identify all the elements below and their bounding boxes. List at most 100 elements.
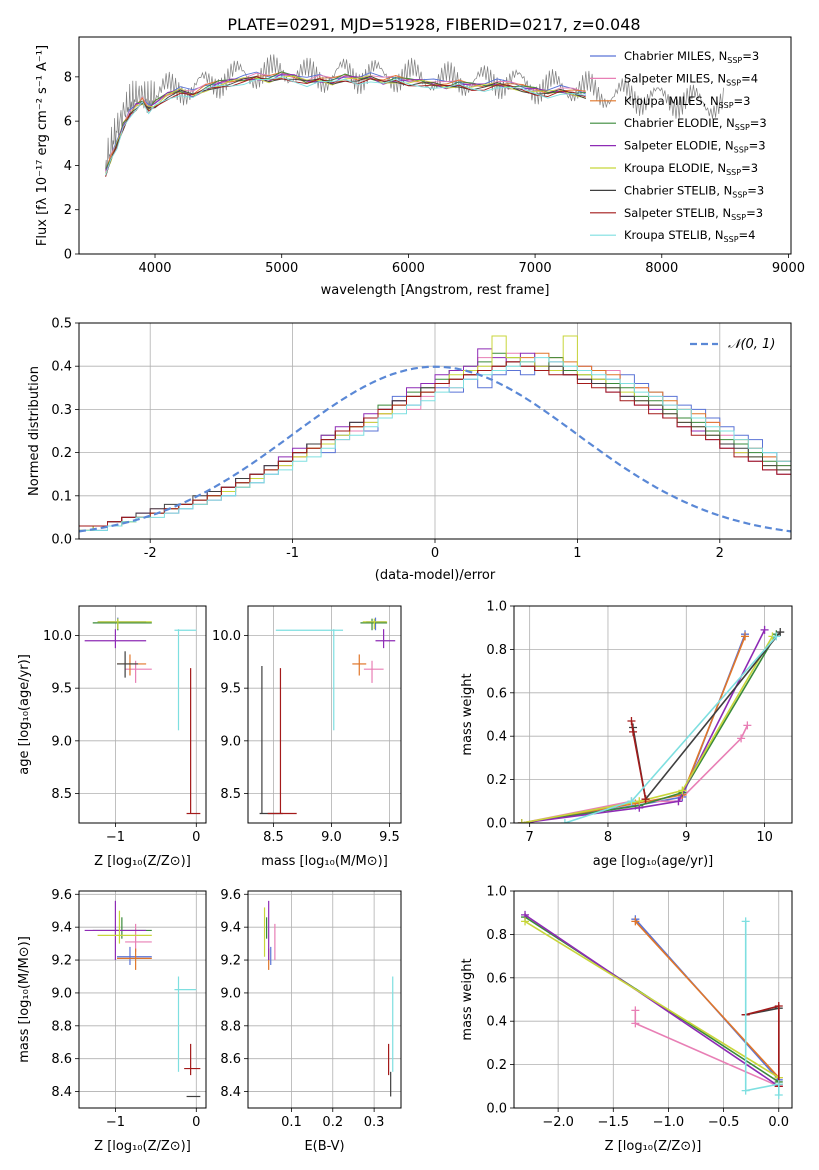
y-tick-label: 6: [64, 115, 72, 130]
y-tick-label: 8.6: [220, 1052, 241, 1067]
legend-subscript: SSP: [726, 168, 741, 177]
weight-series-line: [744, 921, 780, 1095]
axes-frame: [513, 605, 793, 824]
y-tick-label: 0.6: [486, 686, 507, 701]
weight-point-marker: [772, 632, 781, 641]
x-tick-label: 7: [526, 830, 534, 845]
x-tick-label: 0: [431, 546, 439, 561]
chart-weight-vs-age: 7 8 9 10 0.0 0.2 0.4 0.6 0.8 1.0 age [log₁₀(age/yr…: [460, 600, 793, 869]
legend-label: Salpeter ELODIE, NSSP=3: [624, 139, 766, 155]
weight-point-marker: [743, 721, 752, 730]
weight-point-marker: [678, 786, 687, 795]
weight-vs-age-plot-area: [517, 625, 785, 823]
axes-frame: [247, 890, 402, 1109]
x-tick-label: 0.2: [322, 1115, 343, 1130]
y-tick-label: 1.0: [486, 885, 507, 900]
legend-value: =3: [749, 139, 766, 153]
x-axis-label: age [log₁₀(age/yr)]: [593, 854, 714, 869]
x-tick-label: 4000: [138, 261, 171, 276]
legend-label: Kroupa STELIB, NSSP=4: [624, 228, 755, 244]
legend-subscript: SSP: [734, 146, 749, 155]
x-tick-label: −1.0: [653, 1115, 685, 1130]
weight-point-marker: [737, 734, 746, 743]
x-tick-label: 9000: [772, 261, 805, 276]
legend-label: Kroupa ELODIE, NSSP=3: [624, 161, 758, 177]
x-tick-label: -1: [286, 546, 299, 561]
y-tick-label: 0.3: [51, 403, 72, 418]
y-tick-label: 9.4: [220, 921, 241, 936]
gaussian-reference-curve: [79, 365, 791, 533]
weight-point-marker: [641, 795, 650, 804]
weight-point-marker: [629, 727, 638, 736]
y-tick-label: 0.8: [486, 643, 507, 658]
weight-series-line: [521, 635, 774, 823]
y-tick-label: 0: [64, 248, 72, 263]
x-tick-label: 0.3: [364, 1115, 385, 1130]
y-tick-label: 8.5: [51, 787, 72, 802]
model-spectrum-line: [105, 76, 586, 177]
y-tick-label: 9.2: [220, 954, 241, 969]
y-tick-label: 1.0: [486, 600, 507, 615]
y-tick-label: 9.2: [51, 954, 72, 969]
legend-value: =4: [741, 71, 758, 85]
x-tick-label: 9: [682, 830, 690, 845]
chart-age-vs-Z: −1 0 8.5 9.0 9.5 10.0 Z [log₁₀(Z/Z⊙)] age [log₁…: [17, 605, 207, 869]
y-tick-label: 9.0: [51, 986, 72, 1001]
y-tick-label: 9.6: [220, 888, 241, 903]
weight-series-line: [634, 920, 780, 1079]
y-tick-label: 0.4: [486, 730, 507, 745]
y-tick-label: 8.8: [220, 1019, 241, 1034]
model-spectrum-line: [105, 75, 586, 177]
x-tick-label: 0: [192, 830, 200, 845]
y-tick-label: 0.6: [486, 971, 507, 986]
legend-subscript: SSP: [726, 78, 741, 87]
x-tick-label: 1: [573, 546, 581, 561]
weight-point-marker: [631, 1019, 640, 1028]
y-tick-label: 9.0: [220, 734, 241, 749]
y-axis-label: mass [log₁₀(M/M⊙)]: [17, 936, 32, 1063]
y-tick-label: 8.4: [220, 1085, 241, 1100]
axes-frame: [78, 890, 207, 1109]
x-tick-label: −1: [106, 830, 125, 845]
legend-value: =3: [734, 94, 751, 108]
y-axis-label: mass weight: [460, 958, 475, 1040]
chart-spectrum: 4000 5000 6000 7000 8000 9000 0 2 4 6 8 wavelength …: [35, 36, 805, 298]
y-tick-label: 0.5: [51, 317, 72, 332]
histogram-step-line: [79, 335, 791, 531]
y-tick-label: 8.6: [51, 1052, 72, 1067]
axes-frame: [78, 36, 792, 255]
y-tick-label: 4: [64, 159, 72, 174]
y-tick-label: 9.0: [220, 986, 241, 1001]
x-tick-label: 8.5: [263, 830, 284, 845]
x-tick-label: 2: [716, 546, 724, 561]
x-tick-label: 0.0: [768, 1115, 789, 1130]
legend-label: Salpeter MILES, NSSP=4: [624, 71, 758, 87]
x-tick-label: -2: [144, 546, 157, 561]
x-axis-label: Z [log₁₀(Z/Z⊙)]: [605, 1139, 702, 1154]
mass-vs-Z-plot-area: [84, 900, 201, 1098]
spectrum-legend: Chabrier MILES, NSSP=3 Salpeter MILES, NS…: [590, 49, 767, 244]
weight-point-marker: [631, 917, 640, 926]
y-tick-label: 10.0: [212, 629, 241, 644]
weight-point-marker: [635, 797, 644, 806]
x-tick-label: 7000: [519, 261, 552, 276]
y-tick-label: 0.1: [51, 489, 72, 504]
chart-mass-vs-Z: −1 0 8.4 8.6 8.8 9.0 9.2 9.4 9.6 Z [log₁₀(Z/Z⊙)] m…: [17, 888, 207, 1154]
y-tick-label: 9.4: [51, 921, 72, 936]
x-axis-label: E(B-V): [304, 1139, 344, 1154]
x-tick-label: 6000: [392, 261, 425, 276]
legend-subscript: SSP: [724, 235, 739, 244]
panels: 4000 5000 6000 7000 8000 900002468wavelength …: [17, 36, 805, 1154]
x-tick-label: 9.0: [321, 830, 342, 845]
legend-label: Chabrier ELODIE, NSSP=3: [624, 116, 767, 132]
legend-value: =3: [741, 161, 758, 175]
weight-point-marker: [627, 797, 636, 806]
data-spectrum-line: [105, 54, 724, 174]
axes-frame: [513, 890, 793, 1109]
spectrum-plot-area: [105, 54, 724, 177]
model-spectrum-line: [105, 71, 586, 173]
legend-value: =4: [739, 228, 756, 242]
weight-point-marker: [674, 797, 683, 806]
legend-value: =3: [742, 49, 759, 63]
